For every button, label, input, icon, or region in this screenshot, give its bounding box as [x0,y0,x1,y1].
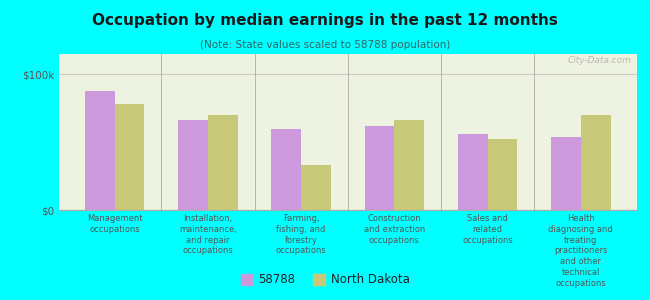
Text: City-Data.com: City-Data.com [567,56,631,64]
Text: Occupation by median earnings in the past 12 months: Occupation by median earnings in the pas… [92,14,558,28]
Bar [581,115,611,210]
Bar [488,140,517,210]
Bar [208,115,238,210]
Bar [178,121,208,210]
Bar [395,121,424,210]
Bar [301,165,331,210]
Bar [114,104,144,210]
Bar [365,126,395,210]
Text: (Note: State values scaled to 58788 population): (Note: State values scaled to 58788 popu… [200,40,450,50]
Bar [551,137,581,210]
Legend: 58788, North Dakota: 58788, North Dakota [236,269,414,291]
Bar [84,91,114,210]
Bar [458,134,488,210]
Bar [271,129,301,210]
